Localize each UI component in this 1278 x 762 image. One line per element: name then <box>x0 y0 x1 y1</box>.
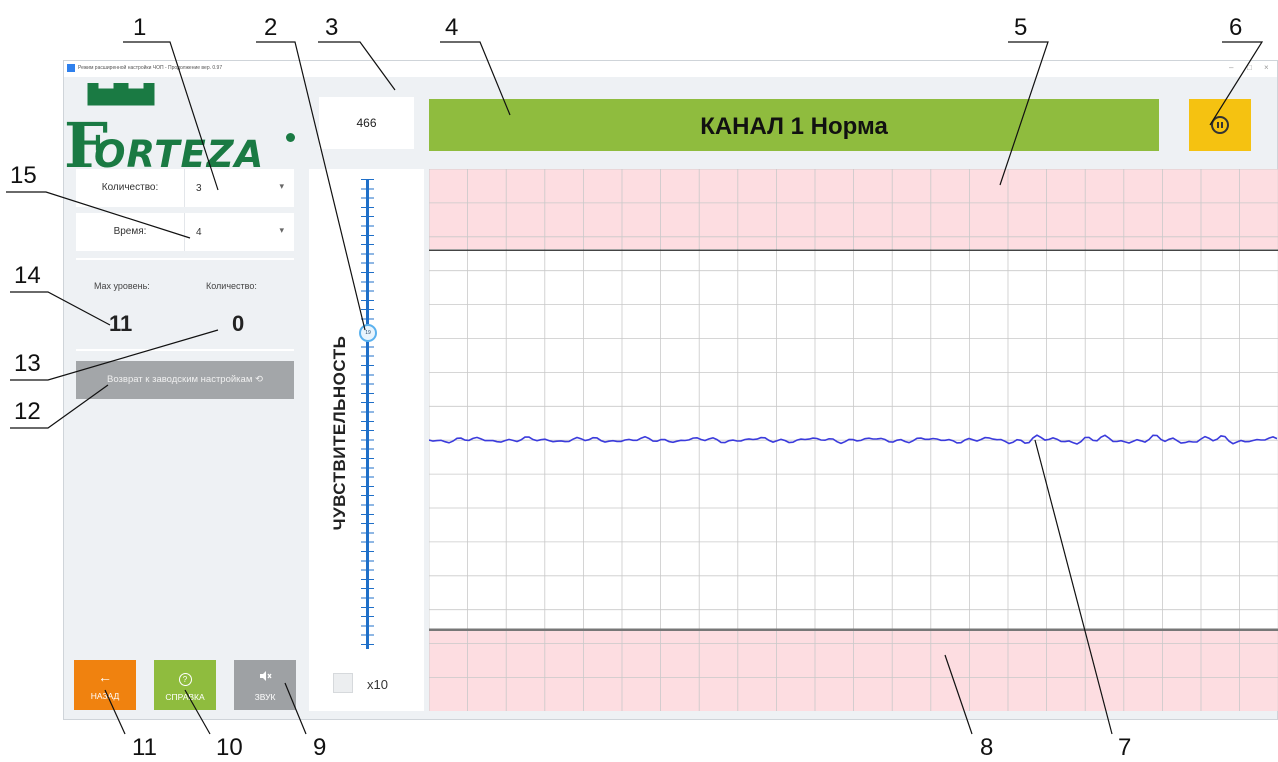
time-select[interactable]: Время: 4 ▾ <box>76 213 294 251</box>
registered-mark <box>286 133 295 142</box>
close-button[interactable]: × <box>1264 63 1269 72</box>
detection-count-label: Количество: <box>206 281 257 291</box>
callout-9: 9 <box>313 734 327 761</box>
x10-label: x10 <box>367 677 388 692</box>
divider <box>76 258 294 260</box>
speaker-mute-icon <box>234 669 296 686</box>
sensitivity-panel: ЧУВСТВИТЕЛЬНОСТЬ 19 x10 <box>309 169 424 711</box>
callout-10: 10 <box>216 734 243 761</box>
count-label: Количество: <box>76 169 185 207</box>
chevron-down-icon: ▾ <box>279 225 284 235</box>
callout-14: 14 <box>14 262 41 289</box>
pause-icon <box>1211 116 1229 134</box>
detection-count-value: 0 <box>232 311 245 336</box>
max-level-value: 11 <box>109 311 133 336</box>
app-window: Режим расширенной настройки ЧОП - Продол… <box>63 60 1278 720</box>
forteza-logo: F ORTEZA <box>64 83 304 182</box>
sound-button[interactable]: ЗВУК <box>234 660 296 710</box>
chevron-down-icon: ▾ <box>279 181 284 191</box>
count-value: 3 <box>196 183 202 194</box>
sensitivity-slider[interactable] <box>366 179 369 649</box>
signal-graph <box>429 169 1278 711</box>
callout-11-bottom: 11 <box>132 734 157 761</box>
callout-1: 1 <box>133 14 147 41</box>
sound-label: ЗВУК <box>254 692 276 702</box>
time-label: Время: <box>76 213 185 251</box>
back-button[interactable]: ← НАЗАД <box>74 660 136 710</box>
help-label: СПРАВКА <box>165 692 205 702</box>
maximize-button[interactable]: □ <box>1247 63 1252 72</box>
divider <box>76 349 294 351</box>
sensitivity-slider-thumb[interactable]: 19 <box>359 324 377 342</box>
help-button[interactable]: ? СПРАВКА <box>154 660 216 710</box>
sensitivity-label: ЧУВСТВИТЕЛЬНОСТЬ <box>330 335 349 531</box>
reset-defaults-button[interactable]: Возврат к заводским настройкам ⟲ <box>76 361 294 399</box>
title-bar: Режим расширенной настройки ЧОП - Продол… <box>64 61 1277 77</box>
app-icon <box>67 64 75 72</box>
callout-7: 7 <box>1118 734 1132 761</box>
callout-2: 2 <box>264 14 278 41</box>
arrow-left-icon: ← <box>98 669 112 685</box>
max-level-label: Max уровень: <box>94 281 150 291</box>
callout-15: 15 <box>10 162 37 189</box>
callout-4: 4 <box>445 14 459 41</box>
callout-13: 13 <box>14 350 41 377</box>
back-label: НАЗАД <box>90 691 120 701</box>
time-value: 4 <box>196 227 202 238</box>
signal-counter: 466 <box>319 97 414 149</box>
question-circle-icon: ? <box>154 669 216 686</box>
callout-8: 8 <box>980 734 994 761</box>
count-select[interactable]: Количество: 3 ▾ <box>76 169 294 207</box>
minimize-button[interactable]: – <box>1229 63 1234 72</box>
pause-button[interactable] <box>1189 99 1251 151</box>
callout-12: 12 <box>14 398 41 425</box>
channel-status-banner: КАНАЛ 1 Норма <box>429 99 1159 151</box>
signal-trace <box>429 434 1278 445</box>
callout-6: 6 <box>1229 14 1243 41</box>
callout-3: 3 <box>325 14 339 41</box>
callout-5: 5 <box>1014 14 1028 41</box>
window-title: Режим расширенной настройки ЧОП - Продол… <box>78 65 223 71</box>
x10-checkbox[interactable] <box>333 673 353 693</box>
